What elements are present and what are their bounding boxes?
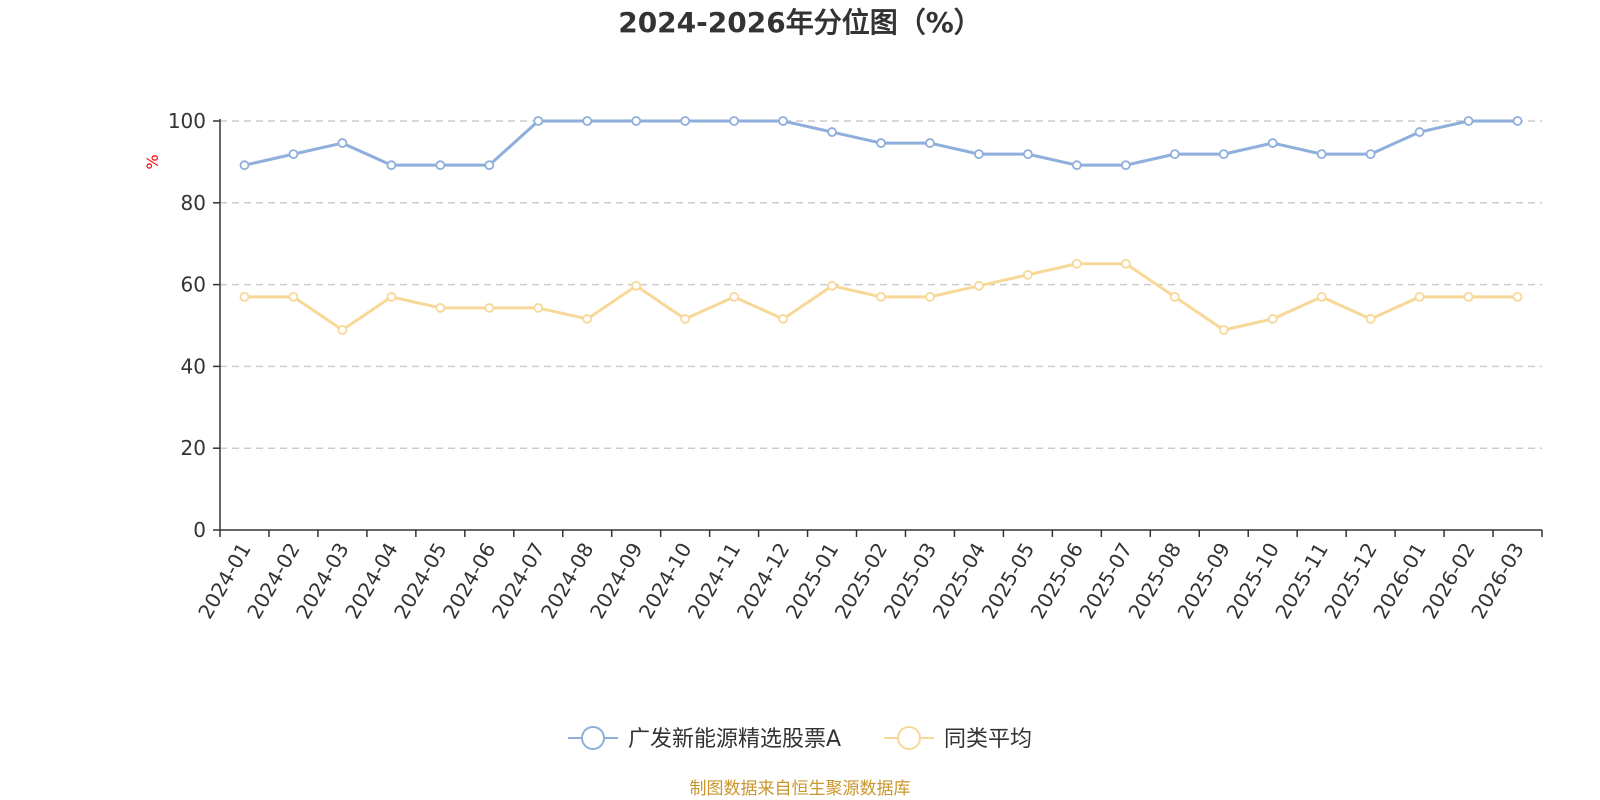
data-point[interactable] xyxy=(1169,291,1180,302)
data-point[interactable] xyxy=(484,160,495,171)
data-point[interactable] xyxy=(1463,291,1474,302)
data-point[interactable] xyxy=(631,116,642,126)
y-tick-label: 100 xyxy=(168,109,206,133)
data-point[interactable] xyxy=(827,280,837,291)
data-point[interactable] xyxy=(1365,314,1376,324)
data-point[interactable] xyxy=(1365,149,1376,160)
y-tick-label: 60 xyxy=(181,273,206,297)
data-point[interactable] xyxy=(1414,127,1425,137)
data-point[interactable] xyxy=(827,127,837,137)
legend-marker-icon xyxy=(897,726,921,750)
data-point[interactable] xyxy=(1267,138,1278,148)
data-point[interactable] xyxy=(1512,291,1523,302)
series-2 xyxy=(239,258,1523,335)
data-point[interactable] xyxy=(288,149,299,160)
data-point[interactable] xyxy=(1120,258,1131,269)
y-tick-label: 80 xyxy=(181,191,206,215)
data-point[interactable] xyxy=(239,160,250,171)
data-point[interactable] xyxy=(239,291,250,302)
data-point[interactable] xyxy=(533,116,544,126)
legend[interactable]: 广发新能源精选股票A 同类平均 xyxy=(568,726,1032,752)
data-point[interactable] xyxy=(876,138,886,148)
data-point[interactable] xyxy=(386,291,397,302)
legend-label: 同类平均 xyxy=(944,727,1032,752)
data-point[interactable] xyxy=(974,280,984,291)
data-point[interactable] xyxy=(1463,116,1474,126)
data-point[interactable] xyxy=(729,116,740,126)
data-point[interactable] xyxy=(1267,314,1278,324)
data-point[interactable] xyxy=(1218,149,1229,160)
series-lines xyxy=(239,116,1523,335)
axes: 0204060801002024-012024-022024-032024-04… xyxy=(168,109,1543,623)
chart-title: 2024-2026年分位图（%） xyxy=(618,6,982,39)
data-point[interactable] xyxy=(876,291,886,302)
y-tick-label: 0 xyxy=(193,518,206,542)
data-point[interactable] xyxy=(1022,149,1033,160)
data-point[interactable] xyxy=(1512,116,1523,126)
data-point[interactable] xyxy=(1169,149,1180,160)
series-1 xyxy=(239,116,1523,171)
legend-marker-icon xyxy=(581,726,605,750)
data-point[interactable] xyxy=(435,160,446,171)
data-point[interactable] xyxy=(1120,160,1131,171)
data-point[interactable] xyxy=(582,116,593,126)
data-point[interactable] xyxy=(1414,291,1425,302)
data-point[interactable] xyxy=(631,280,642,291)
source-note: 制图数据来自恒生聚源数据库 xyxy=(690,779,911,799)
data-point[interactable] xyxy=(1071,160,1082,171)
legend-item-1[interactable]: 广发新能源精选股票A xyxy=(568,726,841,752)
data-point[interactable] xyxy=(386,160,397,171)
data-point[interactable] xyxy=(925,138,935,148)
data-point[interactable] xyxy=(435,303,446,313)
data-point[interactable] xyxy=(680,116,691,126)
data-point[interactable] xyxy=(1022,269,1033,280)
data-point[interactable] xyxy=(1316,291,1327,302)
data-point[interactable] xyxy=(778,314,788,324)
data-point[interactable] xyxy=(925,291,935,302)
legend-item-2[interactable]: 同类平均 xyxy=(884,726,1032,752)
data-point[interactable] xyxy=(1071,258,1082,269)
data-point[interactable] xyxy=(288,291,299,302)
data-point[interactable] xyxy=(337,325,348,335)
data-point[interactable] xyxy=(729,291,740,302)
data-point[interactable] xyxy=(582,314,593,324)
data-point[interactable] xyxy=(1316,149,1327,160)
grid-lines xyxy=(220,120,1542,449)
data-point[interactable] xyxy=(778,116,788,126)
y-axis-unit-label: % xyxy=(143,154,162,169)
data-point[interactable] xyxy=(484,303,495,313)
legend-label: 广发新能源精选股票A xyxy=(628,727,841,752)
data-point[interactable] xyxy=(974,149,984,160)
data-point[interactable] xyxy=(533,303,544,313)
data-point[interactable] xyxy=(680,314,691,324)
data-point[interactable] xyxy=(1218,325,1229,335)
y-tick-label: 20 xyxy=(181,436,206,460)
data-point[interactable] xyxy=(337,138,348,148)
y-tick-label: 40 xyxy=(181,354,206,378)
